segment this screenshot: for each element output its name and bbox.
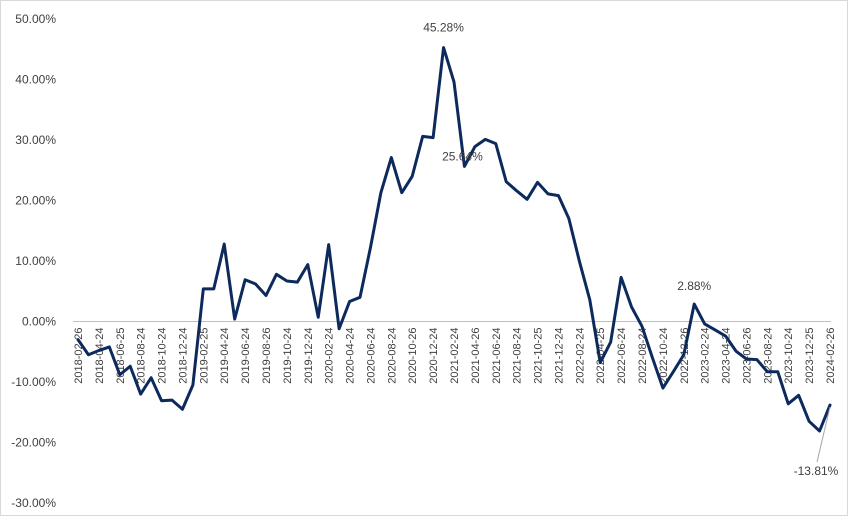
x-tick-label: 2019-04-24 <box>219 328 231 384</box>
series-layer <box>76 46 832 433</box>
x-tick-label: 2018-04-24 <box>94 328 106 384</box>
y-axis: 50.00% 40.00% 30.00% 20.00% 10.00% 0.00% -10.0… <box>11 12 56 510</box>
x-tick-label: 2019-02-25 <box>198 328 210 384</box>
x-tick-label: 2022-06-24 <box>616 328 628 384</box>
data-label: 25.64% <box>442 149 483 163</box>
x-axis: 2018-02-26 2018-04-24 2018-06-25 2018-08-24… <box>73 321 837 384</box>
x-tick-label: 2021-12-24 <box>553 328 565 384</box>
x-tick-label: 2018-08-24 <box>136 328 148 384</box>
x-tick-label: 2020-06-24 <box>365 328 377 384</box>
data-label: 45.28% <box>423 21 464 35</box>
x-tick-label: 2023-12-25 <box>804 328 816 384</box>
x-tick-label: 2020-02-24 <box>324 328 336 384</box>
y-tick-label: 40.00% <box>15 73 56 87</box>
x-tick-label: 2018-02-26 <box>73 328 85 384</box>
x-tick-label: 2022-08-24 <box>637 328 649 384</box>
series-line <box>76 46 832 433</box>
x-tick-label: 2019-08-26 <box>261 328 273 384</box>
x-tick-label: 2021-08-24 <box>512 328 524 384</box>
data-label: 2.88% <box>677 279 711 293</box>
x-tick-label: 2019-12-24 <box>303 328 315 384</box>
y-tick-label: 10.00% <box>15 254 56 268</box>
annotation-leader-line <box>816 406 831 463</box>
x-tick-label: 2019-06-24 <box>240 328 252 384</box>
x-tick-label: 2022-02-24 <box>574 328 586 384</box>
x-tick-label: 2020-12-24 <box>428 328 440 384</box>
x-tick-label: 2023-10-24 <box>783 328 795 384</box>
x-tick-label: 2021-04-26 <box>470 328 482 384</box>
annotation-layer: 45.28% 25.64% 2.88% -13.81% <box>423 21 838 478</box>
x-tick-label: 2019-10-24 <box>282 328 294 384</box>
x-tick-label: 2018-12-24 <box>177 328 189 384</box>
y-tick-label: -10.00% <box>11 375 56 389</box>
x-tick-label: 2024-02-26 <box>825 328 837 384</box>
y-tick-label: 30.00% <box>15 133 56 147</box>
x-tick-label: 2023-06-26 <box>741 328 753 384</box>
y-tick-label: 50.00% <box>15 12 56 26</box>
y-tick-label: -20.00% <box>11 436 56 450</box>
x-tick-label: 2020-08-24 <box>386 328 398 384</box>
x-tick-label: 2023-02-24 <box>700 328 712 384</box>
x-tick-label: 2020-10-26 <box>407 328 419 384</box>
x-tick-label: 2018-10-24 <box>157 328 169 384</box>
x-tick-label: 2021-06-24 <box>491 328 503 384</box>
data-label: -13.81% <box>794 464 839 478</box>
y-tick-label: -30.00% <box>11 496 56 510</box>
x-tick-label: 2022-10-24 <box>658 328 670 384</box>
x-tick-label: 2023-08-24 <box>762 328 774 384</box>
x-tick-label: 2020-04-24 <box>345 328 357 384</box>
y-tick-label: 0.00% <box>22 315 56 329</box>
x-tick-label: 2021-10-25 <box>533 328 545 384</box>
x-tick-label: 2021-02-24 <box>449 328 461 384</box>
y-tick-label: 20.00% <box>15 194 56 208</box>
